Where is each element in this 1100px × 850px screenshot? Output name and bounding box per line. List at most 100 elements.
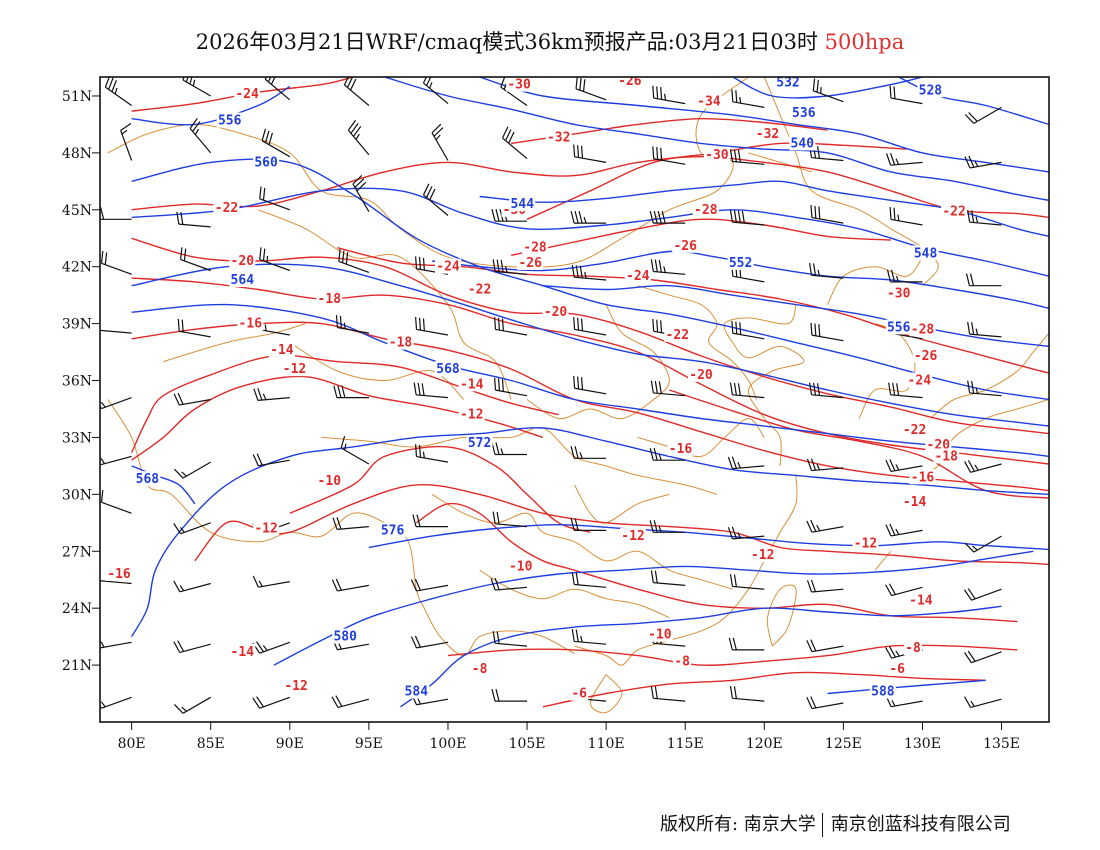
border-line — [526, 304, 670, 420]
wind-barb-icon — [173, 522, 211, 535]
wind-barb-icon — [729, 209, 765, 226]
contour-label-bg — [673, 653, 692, 669]
temperature-label: -14 — [903, 495, 927, 510]
wind-barb-icon — [573, 144, 607, 163]
lon-tick-label: 110E — [588, 736, 625, 752]
contour-label-bg — [281, 361, 308, 377]
wind-barb-icon — [965, 273, 1002, 287]
temperature-label: -32 — [547, 131, 570, 146]
lat-tick-label: 42N — [62, 260, 92, 276]
wind-barb-icon — [494, 377, 528, 397]
wind-barb-icon — [413, 382, 449, 399]
wind-barb-icon — [573, 317, 607, 336]
wind-barb-icon — [100, 489, 132, 514]
contour-label-bg — [646, 626, 673, 642]
wind-barb-icon — [652, 85, 686, 105]
contour-label-bg — [885, 285, 912, 301]
contour-label-bg — [907, 592, 934, 608]
temperature-label: -14 — [231, 645, 255, 660]
height-contour — [479, 180, 1049, 238]
border-line — [589, 674, 623, 714]
contour-label-bg — [229, 643, 256, 659]
height-label: 572 — [468, 436, 491, 451]
contour-label-bg — [253, 154, 280, 170]
contour-label-bg — [727, 254, 754, 270]
temperature-label: -10 — [648, 628, 672, 643]
contour-label-bg — [616, 77, 643, 88]
wind-barb-icon — [182, 77, 211, 97]
temperature-label: -22 — [215, 201, 238, 216]
wind-barb-icon — [967, 321, 1002, 338]
wind-barb-icon — [649, 520, 686, 533]
lat-tick-label: 48N — [62, 146, 92, 162]
contour-label-bg — [901, 493, 928, 509]
temperature-label: -30 — [507, 78, 531, 93]
border-line — [827, 256, 923, 305]
contour-label-bg — [435, 361, 461, 377]
temperature-label: -20 — [231, 254, 255, 269]
border-line — [107, 77, 749, 268]
temperature-label: -18 — [934, 449, 958, 464]
border-line — [930, 332, 1049, 419]
contour-label-bg — [749, 547, 776, 563]
height-label: 564 — [231, 273, 255, 288]
wind-barb-icon — [652, 146, 686, 165]
wind-barb-icon — [727, 526, 765, 540]
wind-barb-icon — [412, 514, 448, 528]
wind-barb-icon — [729, 382, 765, 399]
contour-label-bg — [570, 685, 589, 701]
temperature-label: -16 — [107, 567, 131, 582]
temperature-label: -18 — [389, 336, 413, 351]
wind-barb-icon — [252, 641, 291, 654]
wind-barb-icon — [331, 578, 370, 592]
temperature-label: -16 — [239, 317, 263, 332]
lat-tick-label: 24N — [62, 601, 92, 617]
contour-label-bg — [906, 372, 933, 388]
height-contour — [131, 158, 1049, 401]
contour-label-bg — [925, 437, 952, 452]
height-label: 568 — [136, 472, 160, 487]
temperature-label: -12 — [854, 537, 877, 552]
lat-tick-label: 45N — [62, 203, 92, 219]
wind-barb-icon — [340, 435, 370, 465]
wind-barb-icon — [422, 183, 449, 216]
wind-barb-icon — [104, 77, 132, 106]
contour-label-bg — [695, 93, 722, 109]
contour-label-bg — [509, 196, 536, 212]
temperature-label: -14 — [270, 343, 294, 358]
lat-tick-label: 33N — [62, 430, 92, 446]
border-line — [289, 342, 465, 400]
wind-barb-icon — [964, 650, 1002, 664]
wind-barb-icon — [347, 119, 370, 156]
height-contour — [384, 77, 1049, 201]
wind-barb-icon — [964, 588, 1002, 601]
wind-barb-icon — [491, 688, 527, 702]
contour-label-bg — [316, 473, 343, 489]
contour-label-bg — [237, 315, 264, 331]
height-label: 548 — [914, 246, 938, 261]
temperature-label: -10 — [509, 559, 533, 574]
contour-label-bg — [458, 406, 485, 422]
wind-barb-icon — [180, 247, 211, 272]
temperature-label: -28 — [694, 203, 718, 218]
contour-label-bg — [545, 129, 572, 145]
temperature-contour — [511, 218, 891, 256]
wind-barb-icon — [729, 574, 765, 590]
wind-barb-icon — [806, 458, 844, 472]
temperature-label: -12 — [284, 679, 307, 694]
contour-label-bg — [664, 327, 691, 342]
temperature-contour — [669, 389, 1049, 499]
wind-barb-icon — [100, 453, 132, 466]
wind-barb-icon — [808, 263, 844, 279]
wind-barb-icon — [176, 211, 211, 228]
height-contour — [542, 284, 1049, 348]
wind-barb-icon — [810, 205, 844, 224]
wind-barb-icon — [177, 318, 211, 338]
wind-barb-icon — [253, 388, 290, 401]
height-contour — [131, 263, 1049, 427]
temperature-label: -26 — [618, 74, 642, 89]
wind-barb-icon — [491, 442, 527, 456]
temperature-label: -8 — [472, 662, 488, 677]
wind-barb-icon — [650, 686, 686, 702]
